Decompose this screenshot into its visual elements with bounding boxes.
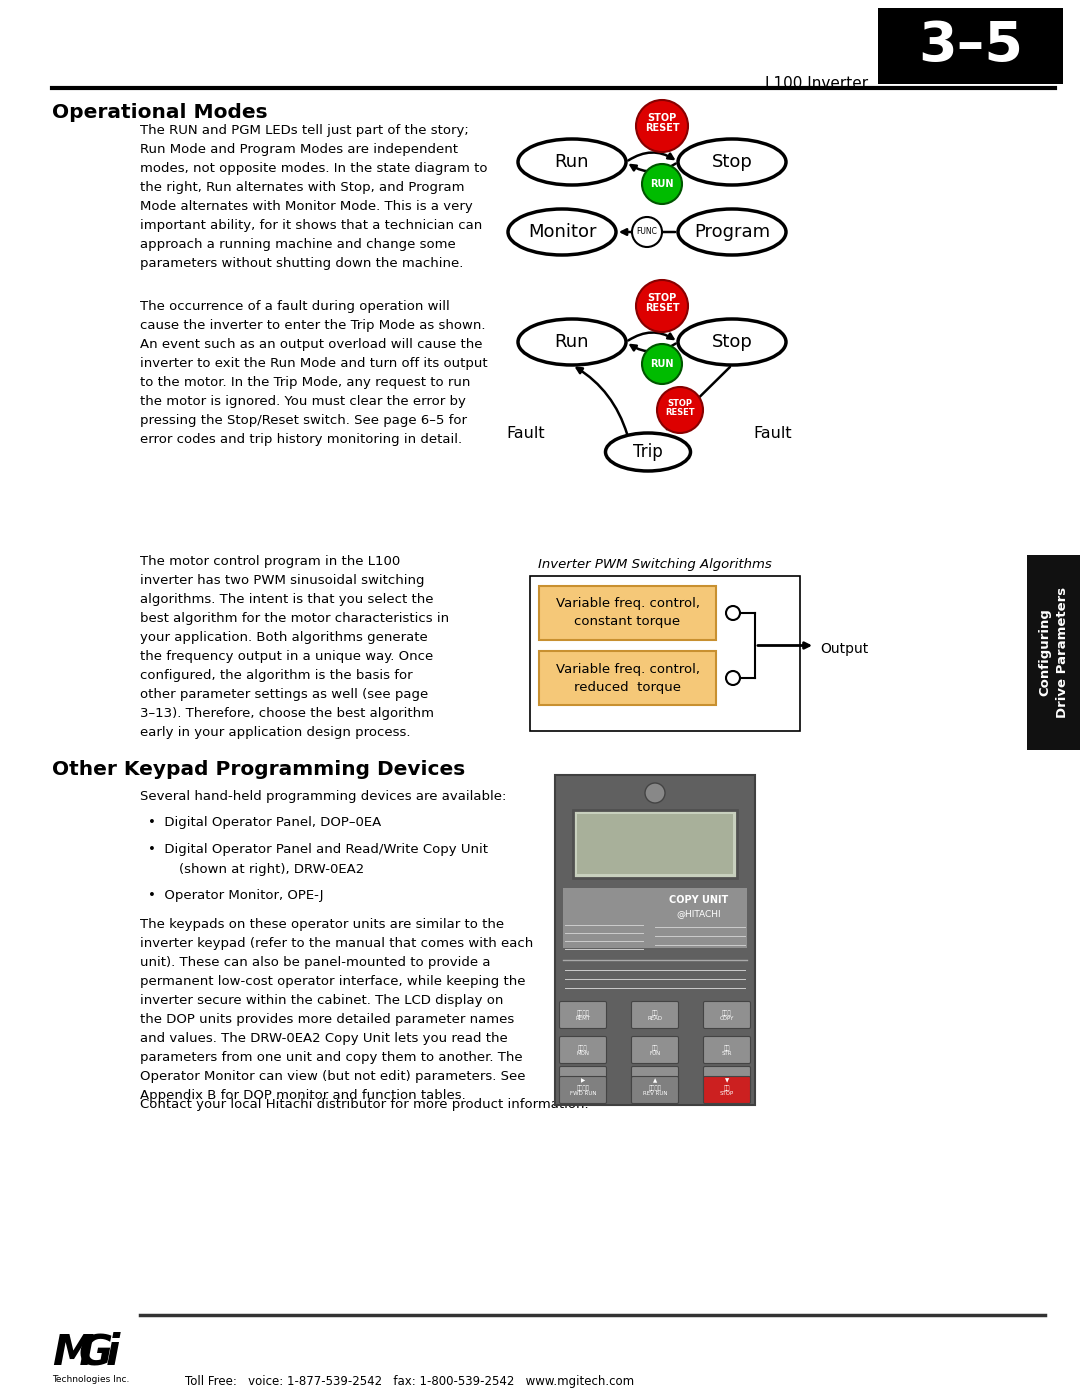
FancyBboxPatch shape (559, 1037, 607, 1063)
Text: RUN: RUN (650, 179, 674, 189)
Text: Inverter PWM Switching Algorithms: Inverter PWM Switching Algorithms (538, 557, 772, 571)
Text: COPY UNIT: COPY UNIT (670, 895, 729, 905)
Text: i: i (106, 1331, 120, 1375)
Text: G: G (78, 1331, 112, 1375)
Ellipse shape (518, 138, 626, 184)
Bar (1027, 555, 1080, 750)
Text: 逆転運転
REV RUN: 逆転運転 REV RUN (643, 1085, 667, 1097)
Ellipse shape (508, 210, 616, 256)
Text: •  Operator Monitor, OPE-J: • Operator Monitor, OPE-J (148, 888, 324, 902)
Text: Technologies Inc.: Technologies Inc. (52, 1375, 130, 1384)
Text: STOP
RESET: STOP RESET (645, 292, 679, 313)
Bar (530, 576, 800, 731)
Text: 機能
FUN: 機能 FUN (649, 1045, 661, 1056)
Ellipse shape (606, 433, 690, 471)
Text: The motor control program in the L100
inverter has two PWM sinusoidal switching
: The motor control program in the L100 in… (140, 555, 449, 739)
FancyBboxPatch shape (632, 1037, 678, 1063)
Text: 記憶
STR: 記憶 STR (721, 1045, 732, 1056)
Ellipse shape (518, 319, 626, 365)
FancyBboxPatch shape (559, 1066, 607, 1094)
Circle shape (642, 344, 681, 384)
Text: ▲: ▲ (653, 1078, 657, 1084)
Text: Fault: Fault (507, 426, 544, 441)
Text: Monitor: Monitor (528, 224, 596, 242)
Text: Stop: Stop (712, 332, 753, 351)
Text: •  Digital Operator Panel and Read/Write Copy Unit: • Digital Operator Panel and Read/Write … (148, 842, 488, 856)
Text: 読込
READ: 読込 READ (647, 1010, 662, 1021)
Bar (563, 888, 747, 949)
Text: (shown at right), DRW-0EA2: (shown at right), DRW-0EA2 (162, 863, 364, 876)
Text: Stop: Stop (712, 154, 753, 170)
Text: 3–5: 3–5 (918, 20, 1023, 73)
Text: Toll Free:   voice: 1-877-539-2542   fax: 1-800-539-2542   www.mgitech.com: Toll Free: voice: 1-877-539-2542 fax: 1-… (185, 1375, 634, 1389)
Text: STOP
RESET: STOP RESET (665, 398, 694, 418)
Text: Run: Run (555, 332, 590, 351)
Circle shape (646, 1083, 664, 1099)
Text: Run: Run (555, 154, 590, 170)
Ellipse shape (678, 210, 786, 256)
Text: Program: Program (694, 224, 770, 242)
Text: Trip: Trip (633, 443, 663, 461)
Circle shape (632, 217, 662, 247)
FancyBboxPatch shape (539, 651, 716, 705)
Circle shape (726, 671, 740, 685)
Text: M: M (52, 1331, 93, 1375)
Circle shape (636, 101, 688, 152)
FancyBboxPatch shape (632, 1002, 678, 1028)
Text: The keypads on these operator units are similar to the
inverter keypad (refer to: The keypads on these operator units are … (140, 918, 534, 1102)
Text: リモート
REMT: リモート REMT (576, 1010, 591, 1021)
FancyBboxPatch shape (632, 1066, 678, 1094)
FancyBboxPatch shape (539, 585, 716, 640)
Text: 正転運転
FWD RUN: 正転運転 FWD RUN (570, 1085, 596, 1097)
FancyBboxPatch shape (703, 1077, 751, 1104)
Text: Contact your local Hitachi distributor for more product information.: Contact your local Hitachi distributor f… (140, 1098, 589, 1111)
Ellipse shape (678, 138, 786, 184)
Text: •  Digital Operator Panel, DOP–0EA: • Digital Operator Panel, DOP–0EA (148, 816, 381, 828)
Circle shape (726, 606, 740, 620)
Text: @HITACHI: @HITACHI (677, 909, 721, 918)
Text: ▼: ▼ (725, 1078, 729, 1084)
Text: Configuring
Drive Parameters: Configuring Drive Parameters (1038, 587, 1069, 718)
Text: RUN: RUN (650, 359, 674, 369)
Text: Several hand-held programming devices are available:: Several hand-held programming devices ar… (140, 789, 507, 803)
Text: Other Keypad Programming Devices: Other Keypad Programming Devices (52, 760, 465, 780)
Text: 停止
STOP: 停止 STOP (720, 1085, 734, 1097)
Circle shape (636, 279, 688, 332)
Circle shape (657, 387, 703, 433)
Circle shape (645, 782, 665, 803)
Bar (555, 775, 755, 1105)
Text: STOP
RESET: STOP RESET (645, 113, 679, 133)
FancyBboxPatch shape (632, 1077, 678, 1104)
Ellipse shape (678, 319, 786, 365)
FancyBboxPatch shape (703, 1037, 751, 1063)
Text: L100 Inverter: L100 Inverter (765, 75, 868, 91)
Text: FUNC: FUNC (636, 228, 658, 236)
FancyBboxPatch shape (703, 1066, 751, 1094)
Circle shape (642, 163, 681, 204)
Text: Fault: Fault (753, 426, 792, 441)
FancyBboxPatch shape (703, 1002, 751, 1028)
Text: ▶: ▶ (581, 1078, 585, 1084)
Text: Output: Output (820, 643, 868, 657)
FancyBboxPatch shape (559, 1077, 607, 1104)
Bar (573, 810, 737, 877)
Bar (878, 8, 1063, 84)
Text: コピー
COPY: コピー COPY (719, 1010, 734, 1021)
Text: Operational Modes: Operational Modes (52, 103, 268, 122)
Text: Variable freq. control,
constant torque: Variable freq. control, constant torque (555, 598, 700, 629)
Bar (577, 814, 733, 875)
Text: The RUN and PGM LEDs tell just part of the story;
Run Mode and Program Modes are: The RUN and PGM LEDs tell just part of t… (140, 124, 487, 270)
Text: The occurrence of a fault during operation will
cause the inverter to enter the : The occurrence of a fault during operati… (140, 300, 488, 446)
Text: モニタ
MON: モニタ MON (577, 1045, 590, 1056)
FancyBboxPatch shape (559, 1002, 607, 1028)
Text: Variable freq. control,
reduced  torque: Variable freq. control, reduced torque (555, 662, 700, 693)
